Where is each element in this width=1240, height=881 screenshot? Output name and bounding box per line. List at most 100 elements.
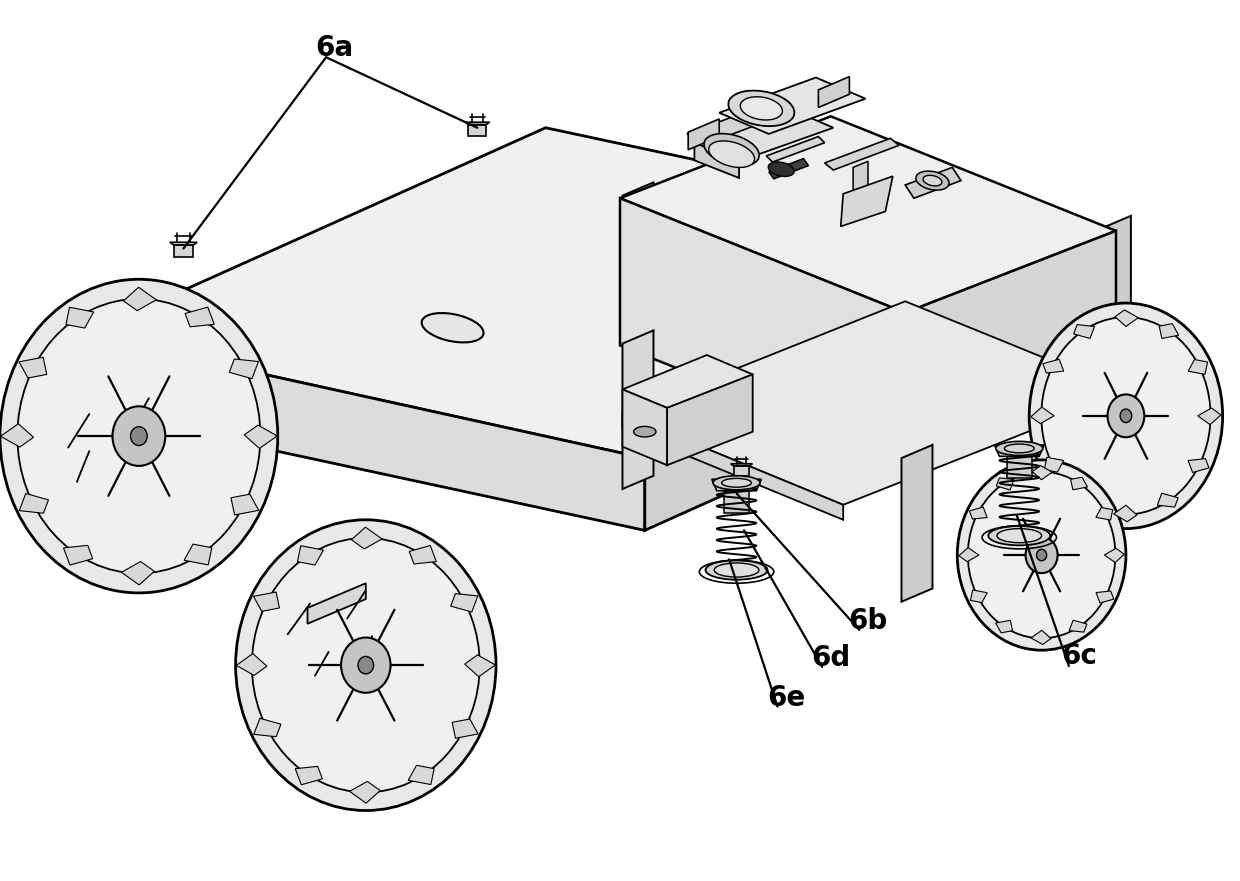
Ellipse shape xyxy=(113,406,165,466)
Polygon shape xyxy=(734,466,749,476)
Polygon shape xyxy=(905,231,1116,460)
Polygon shape xyxy=(254,718,281,737)
Polygon shape xyxy=(959,547,978,562)
Ellipse shape xyxy=(957,460,1126,650)
Polygon shape xyxy=(184,544,212,565)
Polygon shape xyxy=(237,654,267,676)
Ellipse shape xyxy=(988,526,1050,545)
Polygon shape xyxy=(688,119,719,150)
Polygon shape xyxy=(1032,465,1053,480)
Polygon shape xyxy=(185,307,215,327)
Polygon shape xyxy=(622,301,1128,505)
Polygon shape xyxy=(244,426,277,448)
Polygon shape xyxy=(620,198,905,460)
Ellipse shape xyxy=(740,97,782,120)
Polygon shape xyxy=(20,493,48,514)
Polygon shape xyxy=(253,592,279,611)
Ellipse shape xyxy=(0,279,278,593)
Polygon shape xyxy=(622,355,753,408)
Polygon shape xyxy=(66,307,94,328)
Text: 6d: 6d xyxy=(811,644,851,672)
Ellipse shape xyxy=(341,638,391,692)
Ellipse shape xyxy=(634,426,656,437)
Polygon shape xyxy=(1044,457,1064,472)
Polygon shape xyxy=(1096,507,1112,520)
Ellipse shape xyxy=(422,313,484,343)
Ellipse shape xyxy=(1120,409,1132,423)
Polygon shape xyxy=(453,719,479,738)
Polygon shape xyxy=(694,108,833,161)
Ellipse shape xyxy=(704,134,759,166)
Ellipse shape xyxy=(923,175,942,186)
Polygon shape xyxy=(622,389,667,465)
Text: 6e: 6e xyxy=(768,684,805,712)
Polygon shape xyxy=(1188,459,1209,472)
Polygon shape xyxy=(1198,408,1221,425)
Polygon shape xyxy=(124,287,156,311)
Polygon shape xyxy=(63,545,93,565)
Polygon shape xyxy=(1096,591,1114,603)
Ellipse shape xyxy=(1042,317,1210,515)
Polygon shape xyxy=(465,122,490,124)
Ellipse shape xyxy=(916,171,949,190)
Polygon shape xyxy=(622,330,653,489)
Polygon shape xyxy=(408,766,434,785)
Polygon shape xyxy=(620,116,1116,313)
Polygon shape xyxy=(1115,310,1138,327)
Ellipse shape xyxy=(728,91,795,126)
Ellipse shape xyxy=(358,656,373,674)
Polygon shape xyxy=(84,128,1110,458)
Ellipse shape xyxy=(996,441,1043,455)
Ellipse shape xyxy=(713,476,760,490)
Polygon shape xyxy=(1069,620,1087,633)
Text: 6c: 6c xyxy=(1061,642,1096,670)
Polygon shape xyxy=(84,335,645,530)
Polygon shape xyxy=(1007,456,1032,478)
Ellipse shape xyxy=(252,538,480,792)
Polygon shape xyxy=(901,445,932,602)
Polygon shape xyxy=(1114,505,1137,522)
Polygon shape xyxy=(1188,359,1208,374)
Polygon shape xyxy=(905,167,961,198)
Polygon shape xyxy=(350,781,381,803)
Polygon shape xyxy=(1043,359,1064,373)
Text: 6b: 6b xyxy=(848,607,888,635)
Polygon shape xyxy=(1030,407,1054,424)
Polygon shape xyxy=(694,143,739,178)
Polygon shape xyxy=(231,494,259,515)
Ellipse shape xyxy=(1004,444,1034,453)
Polygon shape xyxy=(170,242,197,245)
Polygon shape xyxy=(122,561,154,585)
Ellipse shape xyxy=(714,563,759,577)
Polygon shape xyxy=(970,507,987,519)
Polygon shape xyxy=(996,620,1013,633)
Polygon shape xyxy=(298,545,324,565)
Ellipse shape xyxy=(722,478,751,487)
Polygon shape xyxy=(351,527,382,549)
Polygon shape xyxy=(409,545,436,564)
Polygon shape xyxy=(645,248,1110,530)
Polygon shape xyxy=(818,77,849,107)
Polygon shape xyxy=(1100,216,1131,373)
Polygon shape xyxy=(19,358,47,378)
Ellipse shape xyxy=(17,299,260,574)
Polygon shape xyxy=(174,245,193,257)
Polygon shape xyxy=(1030,630,1052,645)
Polygon shape xyxy=(971,590,987,603)
Ellipse shape xyxy=(1107,395,1145,437)
Polygon shape xyxy=(825,138,899,170)
Polygon shape xyxy=(1074,324,1095,338)
Polygon shape xyxy=(469,124,486,136)
Polygon shape xyxy=(308,583,366,624)
Ellipse shape xyxy=(709,141,754,167)
Ellipse shape xyxy=(1037,550,1047,560)
Polygon shape xyxy=(1157,493,1178,507)
Ellipse shape xyxy=(1029,303,1223,529)
Polygon shape xyxy=(994,445,1044,456)
Polygon shape xyxy=(766,137,825,162)
Polygon shape xyxy=(1105,548,1125,563)
Polygon shape xyxy=(687,117,754,143)
Polygon shape xyxy=(719,78,866,134)
Polygon shape xyxy=(769,159,808,179)
Polygon shape xyxy=(622,414,843,520)
